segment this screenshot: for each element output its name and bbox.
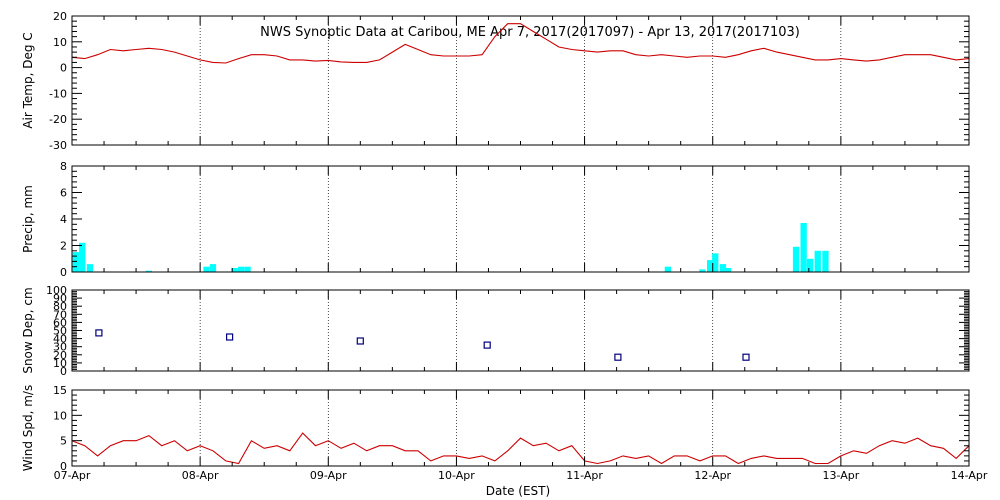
date-tick-label: 13-Apr — [822, 469, 859, 482]
y-tick-label: 70 — [53, 308, 67, 321]
y-tick-label: 0 — [60, 62, 67, 75]
y-tick-label: 5 — [60, 435, 67, 448]
panel-precip: 0 2 4 6 8 Precip, mm — [21, 160, 970, 279]
x-axis-label: Date (EST) — [486, 484, 550, 498]
y-tick-label: 100 — [46, 284, 67, 297]
precip-bar — [800, 223, 807, 272]
precip-bar — [145, 270, 152, 272]
precip-bar — [79, 242, 86, 272]
y-tick-label: 30 — [53, 341, 67, 354]
y-tick-label: -10 — [49, 87, 67, 100]
y-tick-label: 50 — [53, 325, 67, 338]
snow-depth-point — [226, 333, 234, 341]
precip-bar — [664, 266, 671, 272]
snow-depth-point — [95, 329, 103, 337]
precip-bar — [724, 268, 732, 272]
snow-depth-point — [742, 353, 750, 361]
date-tick-label: 14-Apr — [951, 469, 988, 482]
date-tick-label: 09-Apr — [310, 469, 347, 482]
y-tick-label: 60 — [53, 316, 67, 329]
precip-bar — [231, 268, 238, 272]
precip-bar — [72, 252, 79, 272]
y-axis-label: Snow Dep, cm — [21, 287, 35, 373]
panel-wind_speed: 0 5 10 15 Wind Spd, m/s — [21, 384, 970, 473]
precip-bar — [86, 264, 94, 272]
y-tick-label: 10 — [53, 409, 67, 422]
plot-frame — [71, 389, 970, 467]
y-axis-label: Precip, mm — [21, 185, 35, 253]
precip-bar — [712, 253, 719, 272]
precip-bar — [822, 250, 829, 272]
y-axis-label: Wind Spd, m/s — [21, 385, 35, 471]
y-tick-label: 0 — [60, 460, 67, 473]
y-tick-label: 20 — [53, 349, 67, 362]
precip-bar — [719, 264, 727, 272]
precip-bar — [792, 246, 800, 272]
date-tick-label: 10-Apr — [438, 469, 475, 482]
y-tick-label: 8 — [60, 160, 67, 173]
precip-bar — [699, 269, 706, 272]
y-tick-label: 6 — [60, 187, 67, 200]
precip-bar — [807, 258, 814, 273]
date-tick-label: 07-Apr — [54, 469, 91, 482]
precip-bar — [209, 264, 217, 272]
wind_speed-line — [71, 432, 970, 465]
snow-depth-point — [614, 353, 622, 361]
precip-bar — [203, 266, 210, 272]
snow-depth-point — [356, 337, 364, 345]
date-tick-label: 12-Apr — [694, 469, 731, 482]
y-tick-label: 0 — [60, 365, 67, 378]
y-tick-label: 90 — [53, 292, 67, 305]
chart-title: NWS Synoptic Data at Caribou, ME Apr 7, … — [260, 25, 800, 40]
y-tick-label: -20 — [49, 113, 67, 126]
y-tick-label: 10 — [53, 357, 67, 370]
y-tick-label: 80 — [53, 300, 67, 313]
y-tick-label: 2 — [60, 240, 67, 253]
plot-frame — [71, 289, 970, 372]
precip-bar — [238, 266, 245, 272]
panel-air_temp: -30 -20 -10 0 10 20 Air Temp, Deg C — [21, 10, 970, 152]
air_temp-line — [71, 23, 970, 64]
y-tick-label: 0 — [60, 266, 67, 279]
y-tick-label: 20 — [53, 10, 67, 23]
precip-bar — [707, 260, 714, 272]
y-axis-label: Air Temp, Deg C — [21, 32, 35, 128]
date-tick-label: 11-Apr — [566, 469, 603, 482]
y-tick-label: 10 — [53, 36, 67, 49]
plot-frame — [71, 165, 970, 273]
snow-depth-point — [483, 341, 491, 349]
date-tick-label: 08-Apr — [182, 469, 219, 482]
precip-bar — [814, 250, 821, 272]
y-tick-label: 4 — [60, 213, 67, 226]
y-tick-label: -30 — [49, 139, 67, 152]
y-tick-label: 15 — [53, 384, 67, 397]
precip-bar — [244, 266, 251, 272]
y-tick-label: 40 — [53, 333, 67, 346]
